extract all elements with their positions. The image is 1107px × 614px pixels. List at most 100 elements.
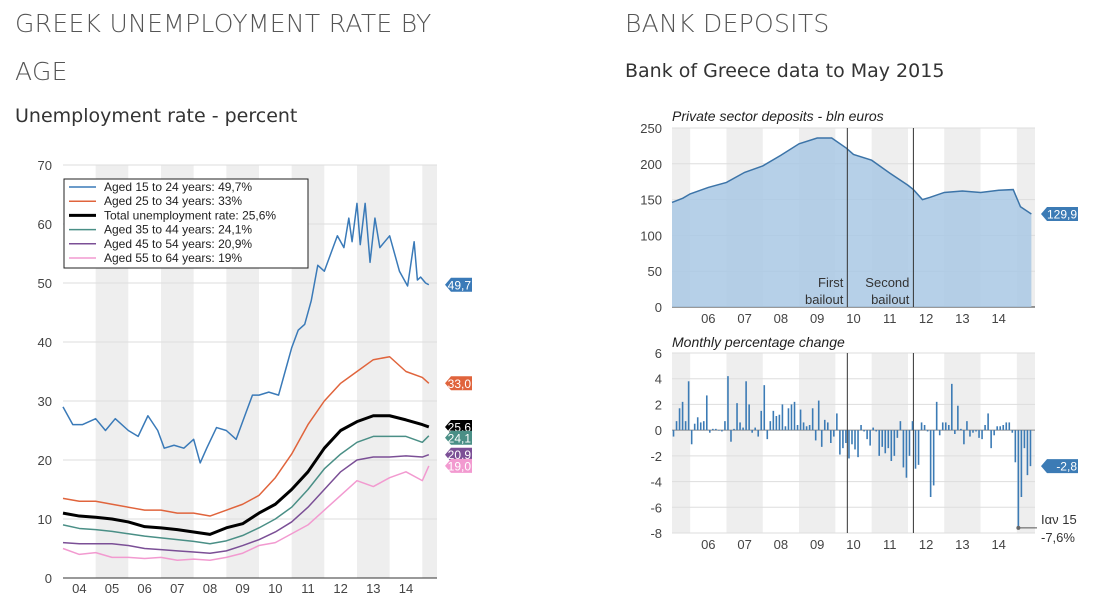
y-tick-label: 4 xyxy=(655,372,662,387)
legend-label: Aged 35 to 44 years: 24,1% xyxy=(104,223,252,237)
end-label-deposits-text: 129,9 xyxy=(1047,207,1077,221)
bar xyxy=(996,426,998,431)
bar xyxy=(993,430,995,436)
x-tick-label: 09 xyxy=(810,311,824,326)
bar xyxy=(745,381,747,431)
bar xyxy=(836,413,838,431)
year-band xyxy=(672,353,691,533)
bar xyxy=(693,423,696,431)
legend-box xyxy=(63,178,309,269)
bar xyxy=(966,421,968,431)
bar xyxy=(935,401,938,431)
bar xyxy=(690,430,693,445)
bar xyxy=(727,376,729,431)
bar xyxy=(778,414,781,431)
bar xyxy=(881,430,884,447)
deposits-area xyxy=(672,138,1032,307)
bar xyxy=(766,430,769,440)
bailout-annotation: bailout xyxy=(805,292,844,307)
bar xyxy=(975,430,977,432)
bar xyxy=(1017,430,1020,528)
legend-label: Aged 25 to 34 years: 33% xyxy=(104,194,242,208)
legend-label: Aged 55 to 64 years: 19% xyxy=(104,251,242,265)
bar xyxy=(823,419,826,431)
bar xyxy=(854,430,856,450)
bar xyxy=(705,395,708,431)
y-tick-label: -8 xyxy=(650,526,662,541)
end-label-deposits: 129,9 xyxy=(1041,206,1078,221)
year-band xyxy=(799,353,836,533)
bar xyxy=(833,430,835,437)
bar xyxy=(839,430,841,455)
bar xyxy=(754,427,756,431)
y-tick-label: -2 xyxy=(650,449,662,464)
x-tick-label: 11 xyxy=(883,537,897,552)
x-tick-label: 06 xyxy=(701,311,715,326)
right-subtitle: Bank of Greece data to May 2015 xyxy=(625,60,945,82)
bar xyxy=(796,425,799,431)
bar xyxy=(857,430,859,458)
bar xyxy=(1008,422,1011,431)
bar xyxy=(932,430,935,486)
x-tick-label: 06 xyxy=(701,537,715,552)
year-band xyxy=(422,165,437,578)
bar xyxy=(1020,430,1023,497)
y-tick-label: 50 xyxy=(38,276,52,291)
bar xyxy=(715,428,717,431)
end-label-age35-shape xyxy=(445,430,472,445)
y-tick-label: 0 xyxy=(45,571,52,586)
bar xyxy=(733,428,735,431)
bar xyxy=(684,421,687,431)
bar xyxy=(781,404,784,431)
x-tick-label: 12 xyxy=(919,311,933,326)
x-tick-label: 13 xyxy=(955,311,969,326)
bar xyxy=(851,430,853,445)
bar xyxy=(905,430,908,478)
left-title: GREEK UNEMPLOYMENT RATE BY AGE xyxy=(15,9,432,86)
x-tick-label: 08 xyxy=(774,537,788,552)
year-band xyxy=(871,353,908,533)
bar xyxy=(675,421,678,431)
series-line-youth xyxy=(62,202,430,464)
legend-label: Aged 15 to 24 years: 49,7% xyxy=(104,180,252,194)
x-tick-label: 10 xyxy=(846,537,860,552)
end-label-deposits-shape xyxy=(1041,206,1078,221)
bar xyxy=(926,430,929,432)
x-tick-label: 10 xyxy=(846,311,860,326)
bar xyxy=(960,428,962,431)
bar xyxy=(911,421,914,431)
bar xyxy=(951,383,953,431)
x-tick-label: 12 xyxy=(919,537,933,552)
bar xyxy=(793,401,796,431)
bar xyxy=(699,422,702,431)
x-tick-label: 09 xyxy=(810,537,824,552)
bar xyxy=(944,422,947,431)
end-label-monthly-shape xyxy=(1041,459,1078,474)
x-tick-label: 10 xyxy=(268,581,282,596)
end-label-age45-text: 20,9 xyxy=(448,448,472,462)
y-tick-label: 0 xyxy=(655,423,662,438)
bar xyxy=(848,430,850,459)
bar xyxy=(890,430,893,461)
bailout-annotation: bailout xyxy=(871,292,910,307)
bar xyxy=(1014,430,1017,463)
x-tick-label: 09 xyxy=(235,581,249,596)
bar xyxy=(811,408,814,431)
x-tick-label: 12 xyxy=(333,581,347,596)
bar xyxy=(866,430,868,440)
bar xyxy=(941,422,944,431)
bar xyxy=(957,405,959,431)
x-tick-label: 11 xyxy=(883,311,897,326)
end-label-total-shape xyxy=(445,419,472,434)
bar xyxy=(869,430,871,446)
bar xyxy=(987,413,989,431)
x-tick-label: 07 xyxy=(170,581,184,596)
deposits-line xyxy=(671,137,1032,215)
bar xyxy=(772,410,775,431)
bar xyxy=(730,430,732,442)
bar xyxy=(718,430,720,431)
series-line-age25 xyxy=(62,356,430,517)
y-tick-label: -4 xyxy=(650,475,662,490)
bar xyxy=(805,426,808,431)
end-label-age35: 24,1 xyxy=(445,430,472,445)
